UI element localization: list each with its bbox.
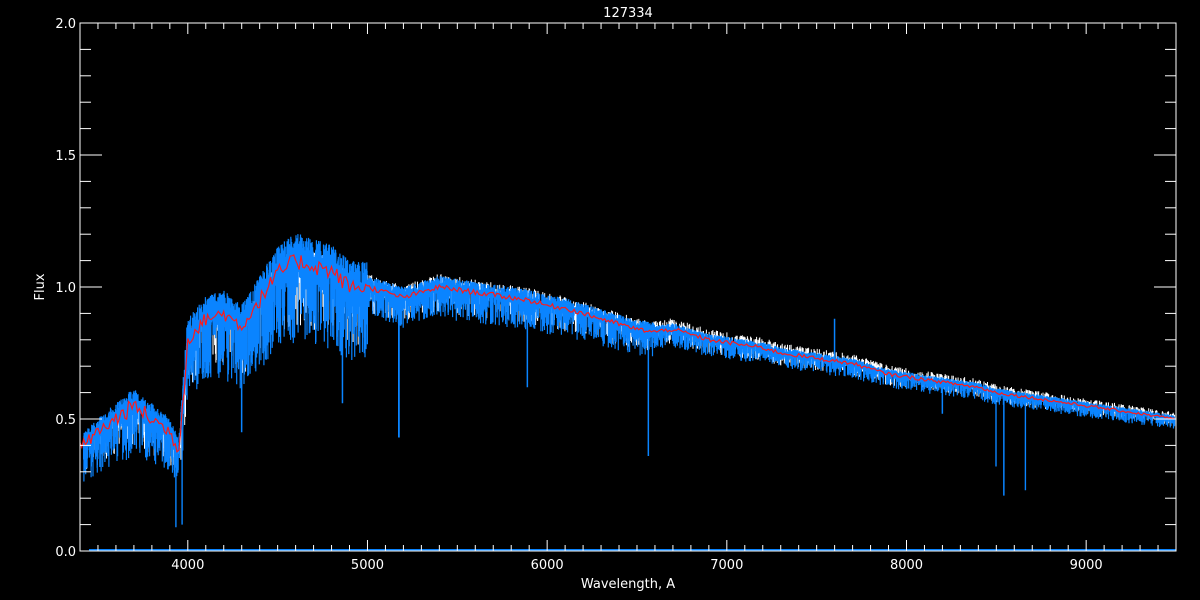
- x-axis-label: Wavelength, A: [581, 577, 675, 592]
- y-tick-label: 0.0: [55, 545, 76, 560]
- series-group: [79, 234, 1176, 551]
- y-tick-label: 2.0: [55, 17, 76, 32]
- y-tick-label: 1.5: [55, 149, 76, 164]
- x-tick-label: 4000: [171, 558, 204, 573]
- x-tick-label: 7000: [710, 558, 743, 573]
- model-line: [79, 254, 1175, 453]
- x-tick-label: 8000: [890, 558, 923, 573]
- x-tick-label: 5000: [351, 558, 384, 573]
- y-axis-label: Flux: [33, 273, 48, 300]
- y-tick-label: 0.5: [55, 413, 76, 428]
- y-tick-label: 1.0: [55, 281, 76, 296]
- plot-frame: [79, 22, 1177, 552]
- axes-group: 4000 5000 6000 7000 8000 9000 0.0 0.5 1.0 1.5 2.0: [55, 17, 1177, 573]
- chart-title: 127334: [603, 6, 653, 21]
- x-tick-label: 9000: [1070, 558, 1103, 573]
- x-tick-label: 6000: [531, 558, 564, 573]
- spectrum-line: [83, 234, 1176, 528]
